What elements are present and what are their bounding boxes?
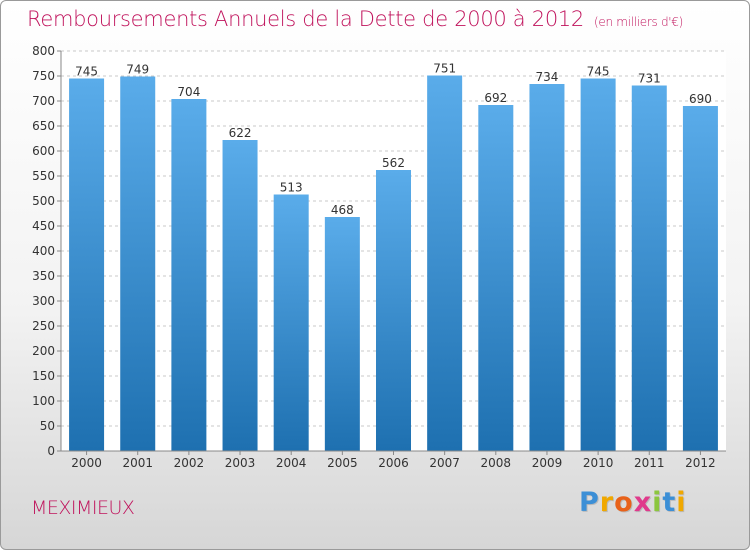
bar [580,78,616,451]
y-tick-label: 650 [32,119,55,133]
y-tick-label: 0 [47,444,55,458]
bar [478,105,514,451]
logo-letter: i [652,487,663,518]
data-label: 562 [382,156,405,170]
y-tick-label: 400 [32,244,55,258]
data-label: 745 [587,65,610,79]
x-tick-label: 2010 [583,456,614,470]
bars [69,75,718,451]
proxiti-logo: Proxiti [579,487,687,518]
data-labels: 745 749 704 622 513 468 562 751 692 734 745 731 690 [75,62,712,218]
y-tick-label: 600 [32,144,55,158]
y-tick-label: 250 [32,319,55,333]
chart-title: Remboursements Annuels de la Dette de 20… [27,7,683,31]
x-tick-label: 2003 [225,456,256,470]
bar [120,76,156,451]
bar [682,106,718,451]
bar [529,84,565,451]
y-axis-ticks: 0 50 100 150 200 250 300 350 400 450 500 550 600 650 7… [32,44,61,458]
bar [171,99,207,451]
data-label: 468 [331,203,354,217]
x-tick-label: 2004 [276,456,307,470]
x-tick-label: 2001 [122,456,153,470]
y-tick-label: 200 [32,344,55,358]
data-label: 690 [689,92,712,106]
bar [273,194,309,451]
y-tick-label: 350 [32,269,55,283]
y-tick-label: 100 [32,394,55,408]
commune-name: MEXIMIEUX [31,497,135,519]
y-tick-label: 450 [32,219,55,233]
bar [222,140,258,451]
logo-letter: o [614,487,634,518]
x-tick-label: 2002 [174,456,205,470]
bar [631,85,667,451]
bar [427,75,463,451]
data-label: 731 [638,72,661,86]
chart-subtitle: (en milliers d'€) [594,15,684,29]
x-axis-ticks: 2000 2001 2002 2003 2004 2005 2006 2007 2008 2009… [71,451,716,470]
data-label: 622 [229,126,252,140]
bar [324,217,360,451]
x-tick-label: 2006 [378,456,409,470]
chart-title-text: Remboursements Annuels de la Dette de 20… [27,7,584,31]
y-tick-label: 150 [32,369,55,383]
bar [69,78,105,451]
x-tick-label: 2011 [634,456,665,470]
data-label: 745 [75,65,98,79]
data-label: 749 [126,63,149,77]
x-tick-label: 2005 [327,456,358,470]
logo-letter: t [662,487,677,518]
y-tick-label: 500 [32,194,55,208]
x-tick-label: 2007 [429,456,460,470]
logo-letter: P [579,487,600,518]
y-tick-label: 800 [32,44,55,58]
data-label: 751 [433,62,456,76]
x-tick-label: 2009 [532,456,563,470]
data-label: 734 [536,70,559,84]
data-label: 513 [280,181,303,195]
logo-letter: i [676,487,687,518]
bar [376,170,411,451]
y-tick-label: 750 [32,69,55,83]
logo-letter: r [599,487,615,518]
y-tick-label: 300 [32,294,55,308]
data-label: 704 [177,85,200,99]
y-tick-label: 550 [32,169,55,183]
y-tick-label: 700 [32,94,55,108]
logo-letter: x [633,487,653,518]
x-tick-label: 2012 [685,456,716,470]
x-tick-label: 2000 [71,456,102,470]
data-label: 692 [484,91,507,105]
y-tick-label: 50 [40,419,55,433]
x-tick-label: 2008 [481,456,512,470]
